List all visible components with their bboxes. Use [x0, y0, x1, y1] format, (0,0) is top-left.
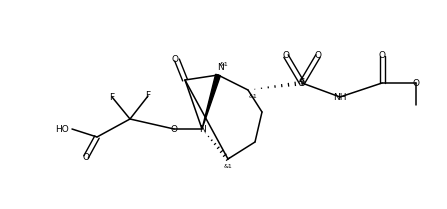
Text: O: O — [83, 153, 89, 162]
Text: O: O — [170, 125, 177, 134]
Text: N: N — [217, 64, 224, 73]
Text: O: O — [172, 56, 178, 65]
Text: F: F — [145, 92, 151, 101]
Text: O: O — [379, 51, 385, 60]
Text: &1: &1 — [224, 164, 232, 169]
Polygon shape — [202, 74, 220, 129]
Text: F: F — [110, 93, 114, 102]
Text: O: O — [413, 79, 419, 88]
Text: HO: HO — [55, 125, 69, 134]
Text: &1: &1 — [219, 61, 228, 66]
Text: &1: &1 — [249, 94, 257, 99]
Text: S: S — [299, 78, 305, 88]
Text: O: O — [283, 51, 290, 60]
Text: N: N — [198, 125, 205, 134]
Text: NH: NH — [333, 93, 347, 102]
Text: O: O — [315, 51, 321, 60]
